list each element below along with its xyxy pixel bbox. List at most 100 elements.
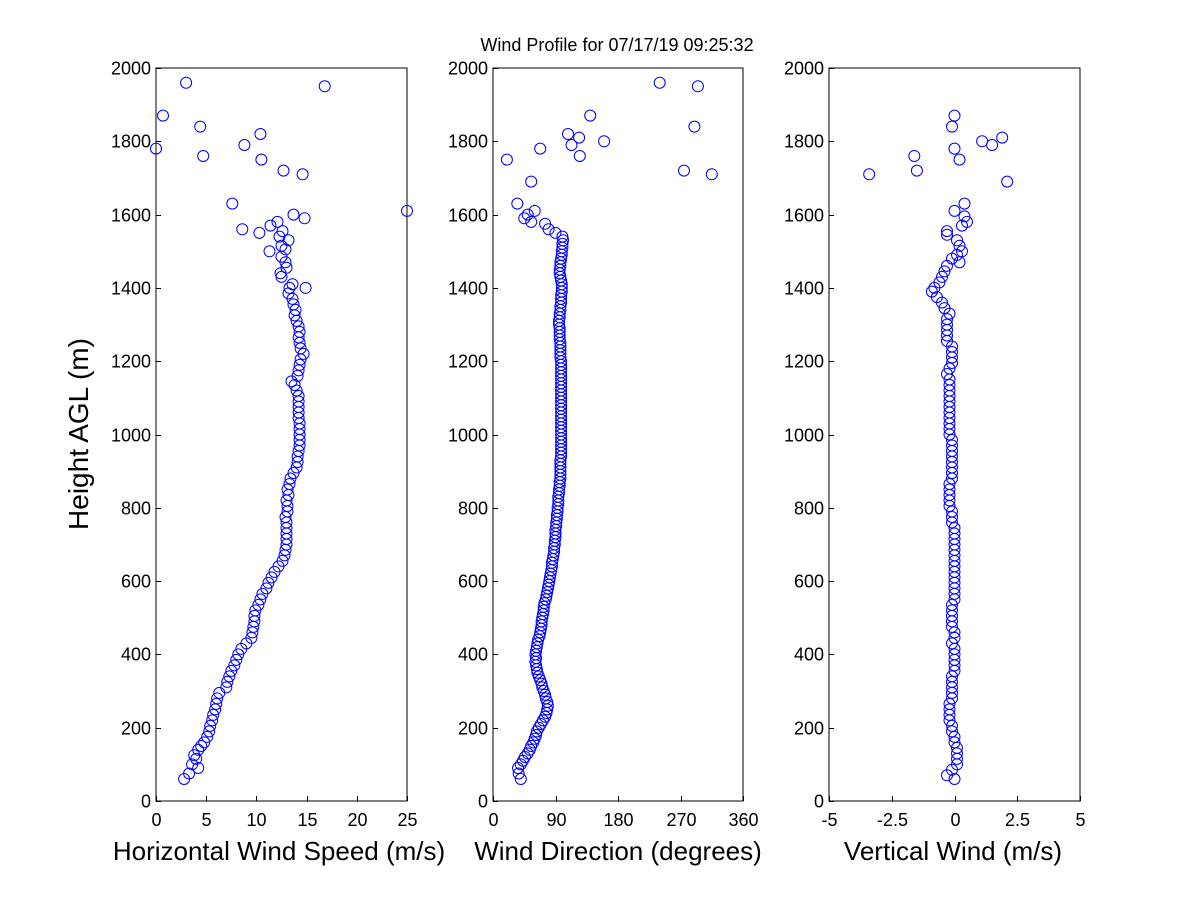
speed-data-point <box>293 325 306 338</box>
direction-data-point <box>562 128 574 140</box>
vertical-data-point <box>948 736 961 749</box>
vertical-data-point <box>863 168 876 181</box>
vertical-x-tick-label: -5 <box>821 810 837 830</box>
direction-x-tick-label: 360 <box>728 810 758 830</box>
direction-data-point <box>525 740 538 752</box>
speed-data-point <box>183 767 196 780</box>
speed-data-point <box>276 554 289 567</box>
speed-data-point <box>262 576 275 589</box>
vertical-y-tick-label: 1600 <box>784 206 824 226</box>
speed-data-point <box>280 261 293 274</box>
speed-data-point <box>236 223 249 236</box>
direction-y-tick-label: 0 <box>478 792 488 812</box>
speed-y-tick-label: 1000 <box>111 426 151 446</box>
direction-y-tick-label: 1000 <box>448 426 488 446</box>
speed-data-point <box>206 714 219 727</box>
vertical-data-point <box>925 285 938 298</box>
speed-data-point <box>253 226 266 239</box>
direction-data-point <box>688 120 701 133</box>
vertical-y-tick-label: 1000 <box>784 426 824 446</box>
speed-data-point <box>201 730 214 743</box>
speed-data-point <box>192 762 205 774</box>
speed-data-point <box>289 303 302 316</box>
vertical-data-point <box>951 741 963 754</box>
direction-data-point <box>521 208 534 221</box>
chart-title: Wind Profile for 07/17/19 09:25:32 <box>480 35 753 55</box>
vertical-data-point <box>946 675 958 688</box>
vertical-y-tick-label: 400 <box>794 645 824 665</box>
speed-y-tick-label: 1800 <box>111 132 151 152</box>
speed-data-point <box>192 743 205 756</box>
vertical-data-point <box>951 747 963 760</box>
speed-data-point <box>271 215 284 228</box>
direction-x-ticks: 0 90 180 270 360 <box>488 796 759 830</box>
vertical-data-point <box>943 478 956 490</box>
speed-data-point <box>207 708 220 721</box>
speed-data-point <box>277 164 290 177</box>
speed-data-point <box>180 76 193 89</box>
speed-data-point <box>284 472 297 485</box>
direction-data-point <box>691 80 704 93</box>
vertical-data-point <box>958 197 971 210</box>
vertical-data-point <box>936 270 948 283</box>
direction-data-point <box>514 773 527 785</box>
direction-y-tick-label: 1400 <box>448 279 488 299</box>
speed-points <box>150 76 413 785</box>
vertical-data-point <box>941 225 953 238</box>
speed-x-tick-label: 25 <box>397 810 417 830</box>
speed-data-point <box>287 208 300 221</box>
speed-data-point <box>211 692 224 705</box>
speed-data-point <box>260 582 273 595</box>
speed-data-point <box>293 358 306 371</box>
vertical-data-point <box>961 215 973 228</box>
vertical-data-point <box>910 164 923 177</box>
vertical-points <box>863 109 1014 785</box>
direction-data-point <box>573 150 586 162</box>
direction-panel: 0 200 400 600 800 1000 1200 1400 1600 1800 2000 0 9… <box>448 59 762 867</box>
speed-data-point <box>318 80 331 93</box>
vertical-y-ticks: 0 200 400 600 800 1000 1200 1400 1600 1800 2000 <box>784 59 834 812</box>
speed-data-point <box>248 609 261 622</box>
speed-data-point <box>223 670 236 683</box>
vertical-data-point <box>908 150 921 162</box>
speed-y-tick-label: 600 <box>121 572 151 592</box>
vertical-data-point <box>948 204 961 217</box>
vertical-data-point <box>946 604 958 617</box>
speed-y-tick-label: 400 <box>121 645 151 665</box>
direction-y-tick-label: 1800 <box>448 132 488 152</box>
speed-data-point <box>296 168 309 181</box>
speed-panel: 0 200 400 600 800 1000 1200 1400 1600 1800 2000 0 5… <box>111 59 445 867</box>
speed-x-tick-label: 10 <box>246 810 266 830</box>
speed-data-point <box>288 379 301 391</box>
speed-x-tick-label: 5 <box>201 810 211 830</box>
direction-y-tick-label: 1600 <box>448 206 488 226</box>
vertical-data-point <box>943 362 956 375</box>
vertical-data-point <box>946 120 958 133</box>
direction-y-tick-label: 600 <box>458 572 488 592</box>
vertical-data-point <box>933 276 946 289</box>
direction-data-point <box>705 168 718 181</box>
speed-y-tick-label: 1600 <box>111 206 151 226</box>
vertical-y-tick-label: 800 <box>794 499 824 519</box>
vertical-data-point <box>948 648 961 661</box>
vertical-x-ticks: -5 -2.5 0 2.5 5 <box>821 796 1086 830</box>
speed-data-point <box>195 740 208 752</box>
vertical-data-point <box>946 725 958 738</box>
vertical-data-point <box>943 697 956 710</box>
speed-x-ticks: 0 5 10 15 20 25 <box>151 796 418 830</box>
vertical-data-point <box>943 703 956 716</box>
direction-data-point <box>534 142 547 155</box>
direction-data-point <box>537 600 550 613</box>
vertical-data-point <box>938 302 951 315</box>
speed-data-point <box>297 347 310 360</box>
speed-x-tick-label: 20 <box>347 810 367 830</box>
speed-data-point <box>230 653 243 666</box>
vertical-data-point <box>943 379 956 391</box>
vertical-data-point <box>948 142 961 155</box>
direction-y-tick-label: 2000 <box>448 59 488 79</box>
vertical-y-tick-label: 200 <box>794 719 824 739</box>
direction-data-point <box>565 139 578 151</box>
speed-data-point <box>287 467 300 479</box>
direction-data-point <box>539 692 552 705</box>
speed-data-point <box>228 659 241 672</box>
